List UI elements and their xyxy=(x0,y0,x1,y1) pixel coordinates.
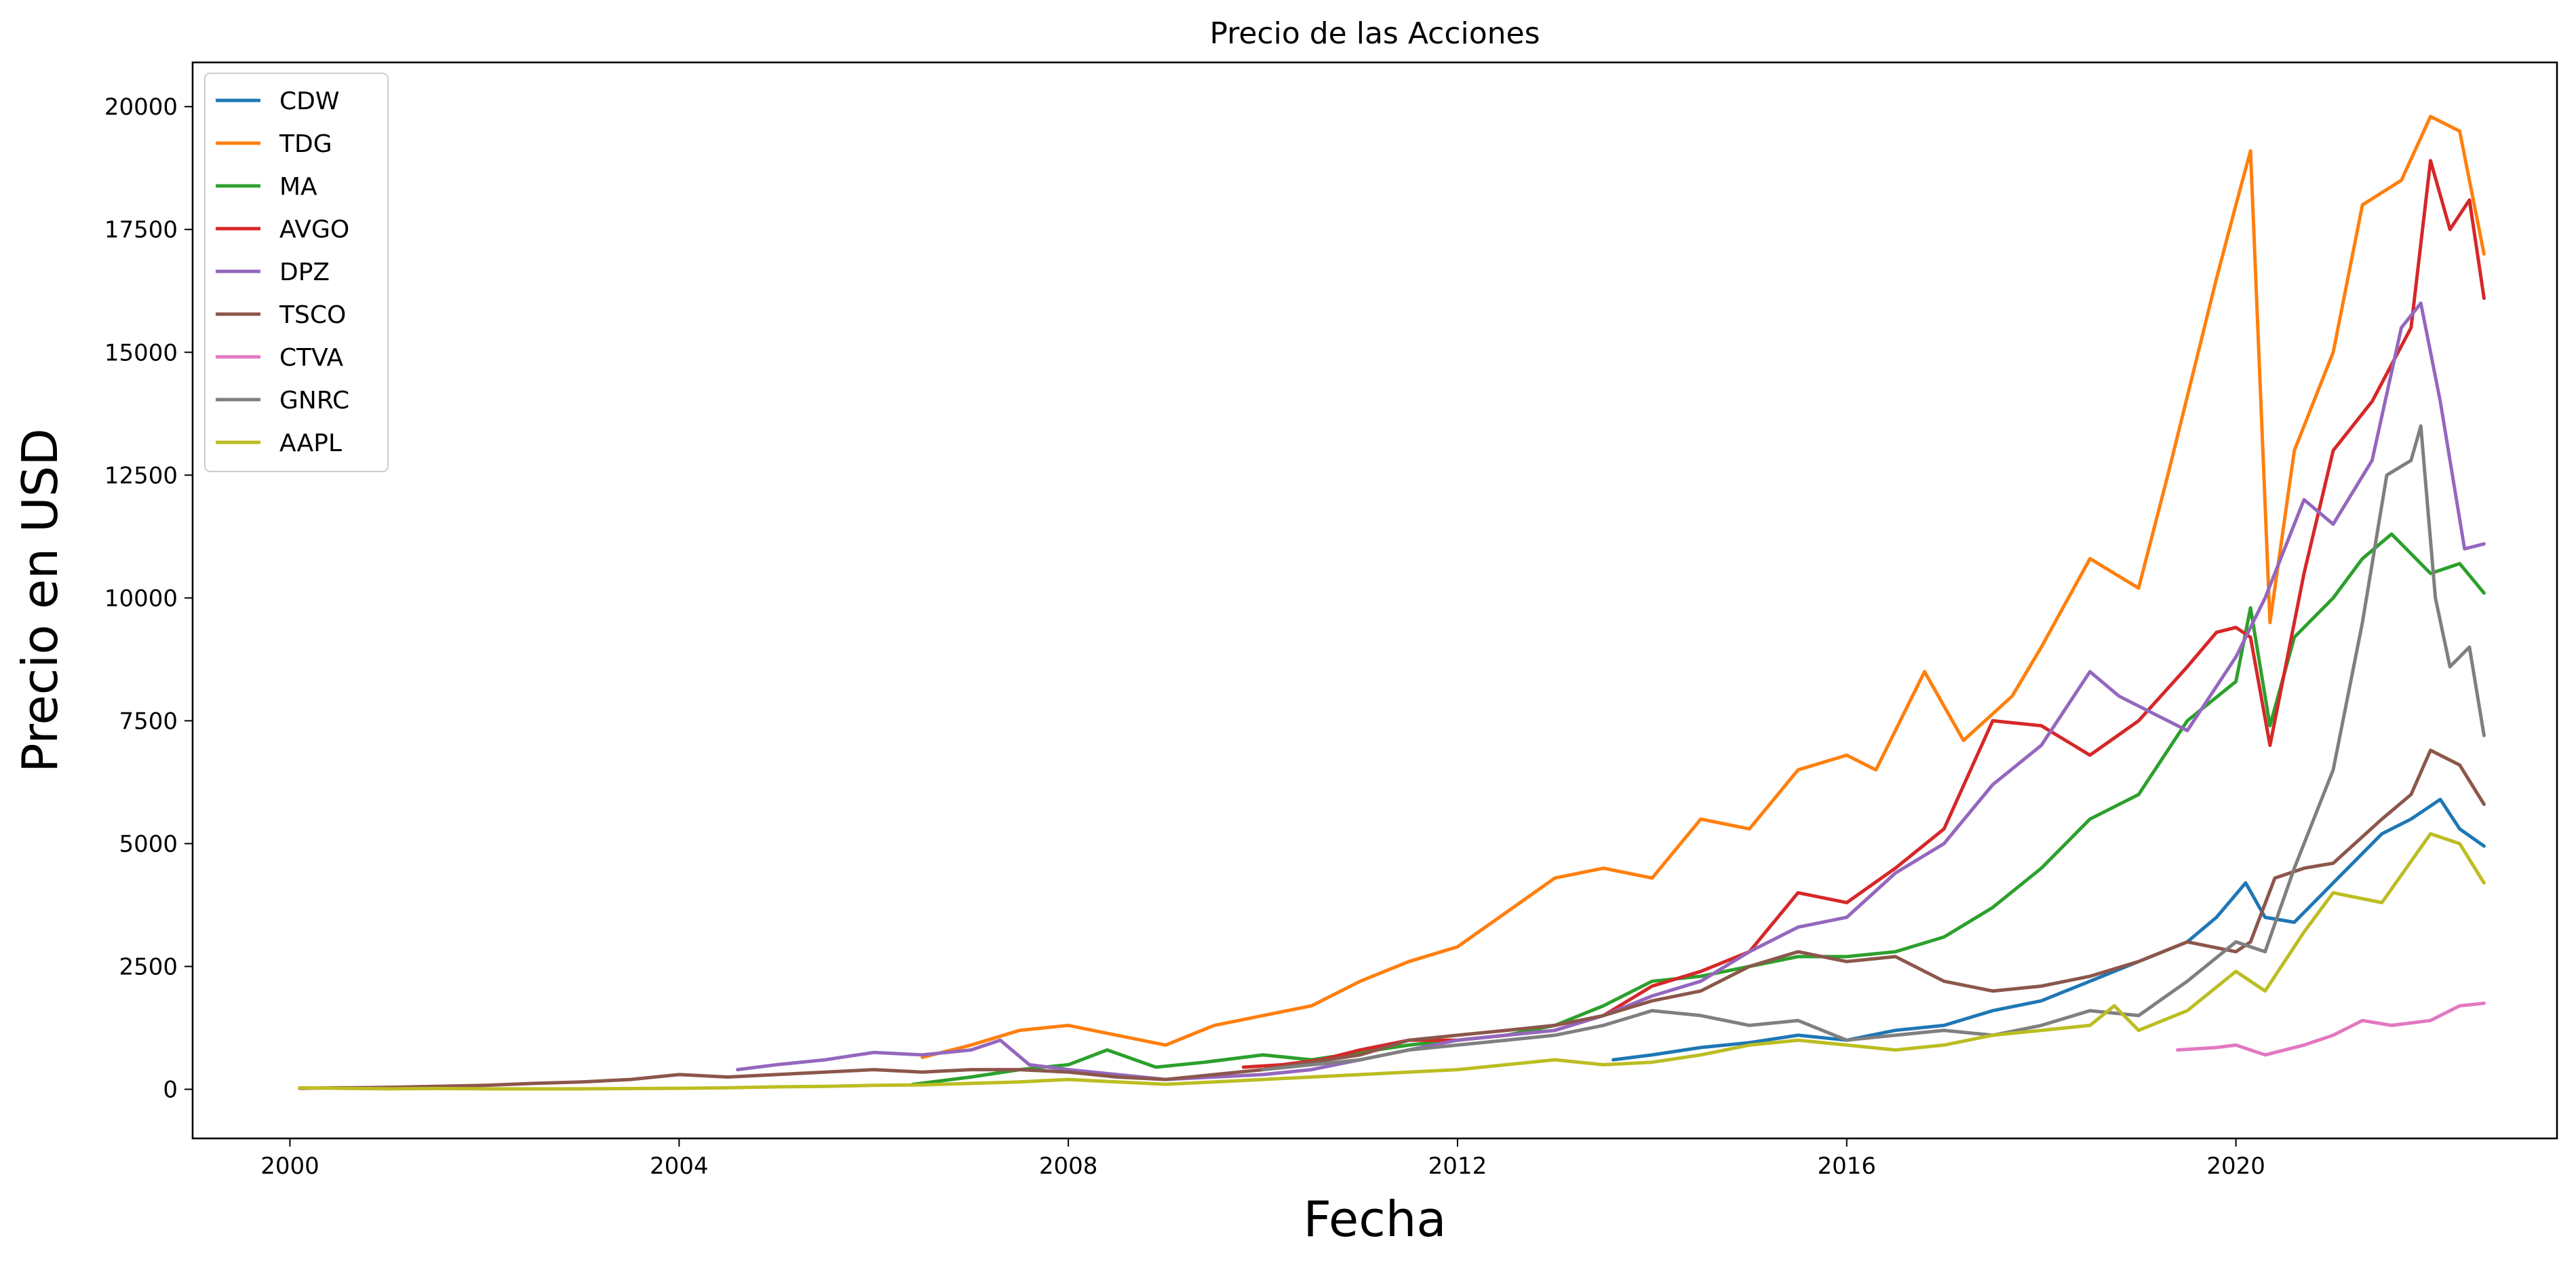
legend-label-gnrc: GNRC xyxy=(279,387,349,415)
legend-label-dpz: DPZ xyxy=(279,258,330,286)
series-line-tdg xyxy=(920,115,2486,1059)
x-tick-label: 2000 xyxy=(260,1153,319,1180)
series-line-ma xyxy=(911,532,2486,1086)
legend-label-ctva: CTVA xyxy=(279,344,343,372)
x-tick-label: 2004 xyxy=(650,1153,709,1180)
legend-label-tsco: TSCO xyxy=(279,301,346,329)
legend-box xyxy=(204,73,389,472)
y-tick-label: 2500 xyxy=(119,954,178,981)
x-tick-label: 2012 xyxy=(1428,1153,1487,1180)
x-axis-ticks: 2000 2004 2008 2012 2016 2020 xyxy=(260,1138,2265,1180)
legend-label-tdg: TDG xyxy=(279,130,332,158)
series-line-gnrc xyxy=(1261,424,2486,1072)
y-tick-label: 0 xyxy=(163,1077,178,1104)
y-tick-label: 7500 xyxy=(119,708,178,735)
y-tick-label: 15000 xyxy=(104,339,178,366)
series-line-dpz xyxy=(735,301,2486,1081)
y-tick-label: 12500 xyxy=(104,462,178,489)
series-line-ctva xyxy=(2176,1001,2486,1057)
y-tick-label: 5000 xyxy=(119,830,178,858)
x-tick-label: 2008 xyxy=(1039,1153,1098,1180)
legend-label-aapl: AAPL xyxy=(279,429,342,457)
y-axis-ticks: 0 2500 5000 7500 10000 12500 15000 17500 20000 xyxy=(104,94,193,1104)
y-axis-label: Precio en USD xyxy=(12,428,69,773)
y-tick-label: 20000 xyxy=(104,94,178,121)
x-axis-label: Fecha xyxy=(1303,1191,1446,1248)
axes-frame xyxy=(191,61,2558,1140)
x-tick-label: 2016 xyxy=(1817,1153,1876,1180)
series-line-aapl xyxy=(298,832,2486,1091)
series-line-tsco xyxy=(298,748,2486,1090)
legend-label-ma: MA xyxy=(279,173,317,201)
legend-label-avgo: AVGO xyxy=(279,216,349,244)
y-tick-label: 17500 xyxy=(104,216,178,244)
legend: CDW TDG MA AVGO DPZ TSCO CTVA GNRC AAPL xyxy=(204,73,389,472)
x-tick-label: 2020 xyxy=(2206,1153,2265,1180)
chart-title: Precio de las Acciones xyxy=(1209,16,1540,51)
y-tick-label: 10000 xyxy=(104,585,178,612)
series-layer xyxy=(298,115,2486,1091)
legend-label-cdw: CDW xyxy=(279,88,339,115)
